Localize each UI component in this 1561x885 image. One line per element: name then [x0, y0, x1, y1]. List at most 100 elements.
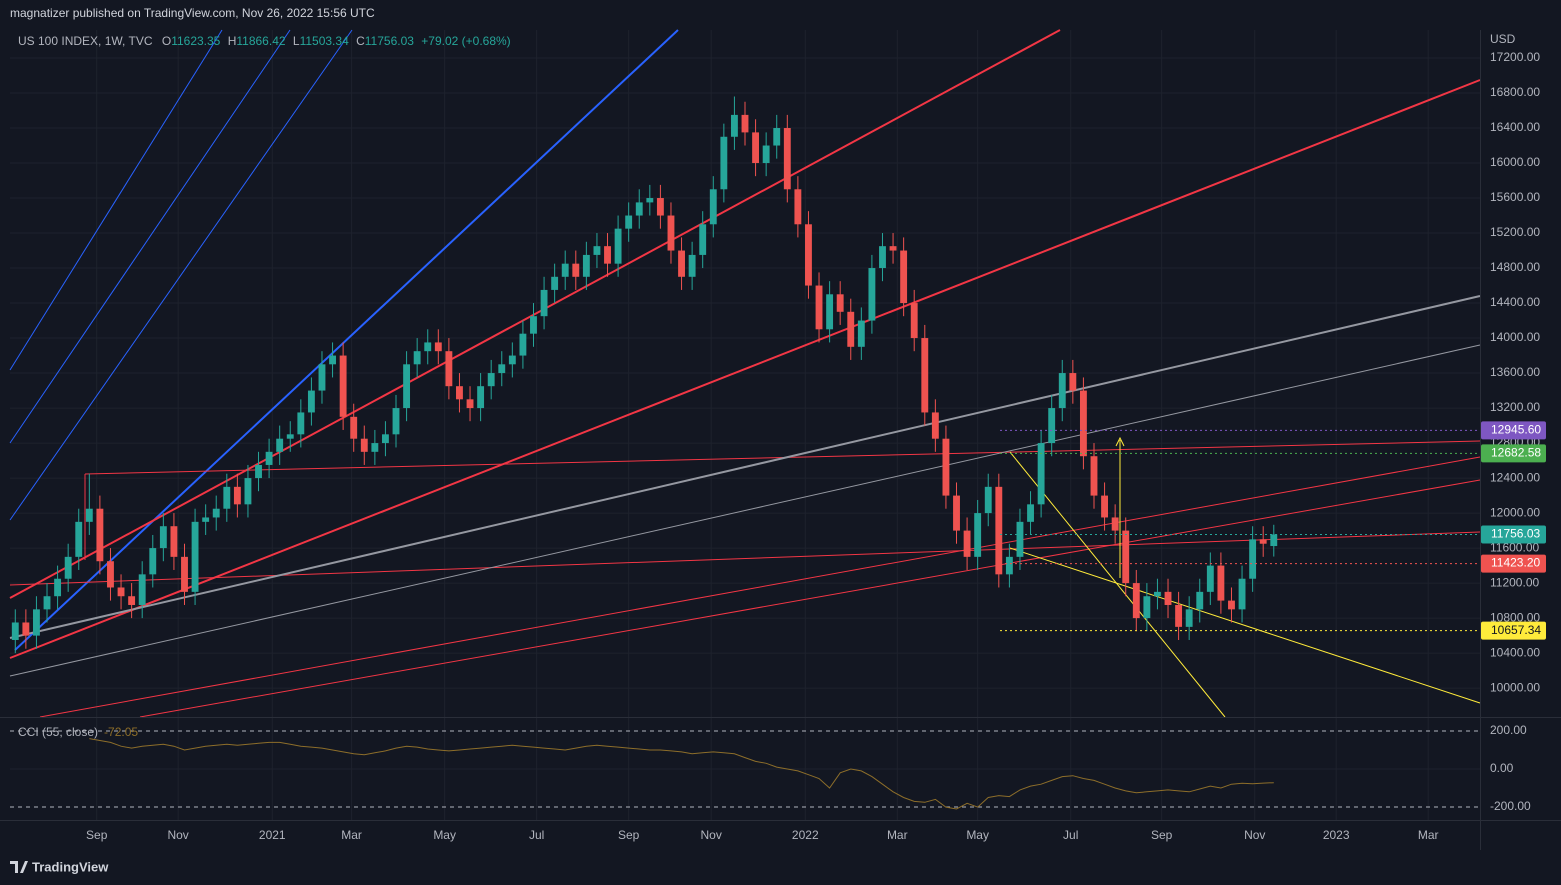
candle-body	[466, 399, 474, 409]
candle-body	[1238, 578, 1246, 610]
candle-body	[508, 355, 516, 365]
candle-body	[752, 132, 760, 164]
x-tick-label: 2021	[259, 828, 286, 842]
ohlc-letter: H	[228, 34, 237, 48]
candle-body	[773, 128, 781, 146]
ohlc-letter: L	[293, 34, 300, 48]
candle-body	[720, 136, 728, 190]
candle-body	[487, 373, 495, 387]
indicator-tick-label: 200.00	[1490, 723, 1527, 737]
x-tick-label: 2022	[792, 828, 819, 842]
price-label-bg	[1481, 421, 1546, 440]
candle-body	[138, 574, 146, 605]
candle-body	[857, 320, 865, 347]
grid	[10, 30, 1480, 820]
candle-body	[688, 254, 696, 277]
candle-body	[730, 114, 738, 137]
x-tick-label: May	[966, 828, 989, 842]
candle-body	[910, 303, 918, 339]
candle-body	[1069, 373, 1077, 391]
candle-body	[582, 254, 590, 277]
trend-line	[9, 29, 291, 444]
candle-body	[1016, 521, 1024, 557]
symbol: US 100 INDEX, 1W, TVC	[18, 34, 153, 48]
candle-body	[244, 478, 252, 505]
candle-body	[1175, 604, 1183, 627]
indicator-label: CCI (55, close)	[18, 725, 98, 739]
candle-body	[847, 311, 855, 347]
candle-body	[1154, 591, 1161, 597]
trend-line	[9, 29, 353, 521]
candle-body	[424, 342, 432, 352]
change: +79.02 (+0.68%)	[421, 34, 510, 48]
candle-body	[699, 224, 707, 255]
candle-body	[107, 561, 114, 588]
ohlc-letter: O	[162, 34, 171, 48]
x-tick-label: Jul	[1063, 828, 1078, 842]
candle-body	[181, 556, 188, 592]
candle-body	[223, 486, 231, 509]
y-tick-label: 10000.00	[1490, 680, 1540, 694]
candle-body	[1048, 408, 1056, 444]
candles	[11, 96, 1278, 654]
ohlc-value: 11866.42	[236, 34, 285, 48]
candle-body	[900, 250, 908, 304]
candle-body	[117, 587, 125, 597]
ohlc-value: 11623.35	[171, 34, 220, 48]
candle-body	[709, 189, 717, 225]
y-tick-label: 17200.00	[1490, 50, 1540, 64]
candle-body	[868, 268, 876, 321]
y-tick-label: 13200.00	[1490, 400, 1540, 414]
candle-body	[805, 224, 812, 286]
candle-body	[519, 333, 527, 356]
price-label: 11756.03	[1491, 527, 1540, 541]
y-tick-label: 13600.00	[1490, 365, 1540, 379]
candle-body	[413, 351, 421, 365]
candle-body	[1101, 495, 1109, 518]
candle-body	[392, 408, 400, 435]
candle-body	[22, 622, 30, 636]
indicator-line	[89, 738, 1274, 810]
y-tick-label: 14800.00	[1490, 260, 1540, 274]
ohlc-value: 11756.03	[365, 34, 414, 48]
candle-body	[1270, 534, 1278, 547]
candle-body	[477, 386, 485, 409]
candle-body	[1143, 596, 1151, 619]
x-tick-label: Nov	[167, 828, 188, 842]
y-tick-label: 11200.00	[1490, 575, 1539, 589]
y-tick-label: 16800.00	[1490, 85, 1540, 99]
candle-body	[963, 530, 971, 557]
candle-body	[572, 263, 580, 277]
y-tick-label: 16400.00	[1490, 120, 1540, 134]
candle-body	[11, 622, 19, 640]
candle-body	[836, 294, 844, 312]
y-tick-label: 16000.00	[1490, 155, 1540, 169]
arrow-head	[1115, 436, 1125, 447]
x-tick-label: Nov	[1244, 828, 1265, 842]
logo: TradingView	[10, 859, 109, 874]
x-tick-label: Sep	[1151, 828, 1173, 842]
candle-body	[815, 285, 823, 330]
trend-line	[9, 344, 1481, 677]
x-tick-label: Nov	[700, 828, 721, 842]
y-tick-label: 12000.00	[1490, 505, 1540, 519]
trend-line	[1009, 451, 1226, 718]
trend-line	[14, 29, 679, 651]
candle-body	[646, 198, 654, 203]
candle-body	[255, 464, 262, 479]
candle-body	[96, 508, 104, 562]
candle-body	[381, 434, 389, 444]
trend-line	[139, 479, 1481, 718]
candle-body	[445, 351, 453, 387]
candle-body	[879, 246, 886, 269]
trend-line	[9, 531, 1481, 586]
indicator-name: CCI (55, close) -72.05	[18, 725, 138, 739]
trend-line	[9, 29, 223, 371]
candle-body	[159, 526, 167, 549]
ohlc-letter: C	[356, 34, 365, 48]
candle-body	[1185, 609, 1193, 627]
candle-body	[1206, 565, 1214, 592]
candle-body	[212, 508, 220, 518]
candle-body	[614, 228, 622, 264]
